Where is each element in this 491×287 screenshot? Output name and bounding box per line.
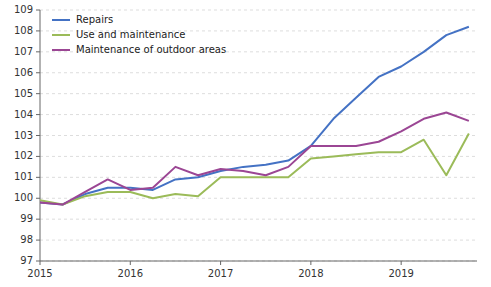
y-tick [36,240,40,241]
grid-line [40,261,477,262]
y-tick [36,219,40,220]
grid-line [40,219,477,220]
series-line [40,27,469,205]
x-tick-label: 2015 [27,268,52,279]
x-tick-label: 2018 [298,268,323,279]
grid-line [40,198,477,199]
legend-label: Use and maintenance [76,29,185,40]
series-line [40,133,469,204]
grid-line [40,156,477,157]
x-tick-label: 2017 [208,268,233,279]
y-tick-label: 101 [14,171,33,182]
chart: 97 98 99 100 101 102 103 104 105 106 107 108 109 2015… [0,0,491,287]
legend: Repairs Use and maintenance Maintenance of… [52,14,226,55]
y-tick [36,177,40,178]
grid-line [40,114,477,115]
legend-swatch [52,49,70,51]
x-tick-label: 2019 [388,268,413,279]
y-tick [36,93,40,94]
y-tick-label: 104 [14,109,33,120]
legend-swatch [52,34,70,36]
grid-line [40,10,477,11]
series-line [40,112,469,204]
legend-label: Maintenance of outdoor areas [76,44,226,55]
x-tick [130,261,131,265]
x-axis-line [40,261,477,262]
y-axis-line [40,10,41,261]
y-tick [36,156,40,157]
y-tick [36,198,40,199]
x-tick [310,261,311,265]
x-tick [401,261,402,265]
y-tick [36,114,40,115]
y-tick-label: 109 [14,4,33,15]
grid [40,10,477,261]
y-tick-label: 97 [20,255,33,266]
y-tick-label: 106 [14,67,33,78]
grid-line [40,135,477,136]
y-tick-label: 105 [14,88,33,99]
y-tick-label: 99 [20,213,33,224]
grid-line [40,72,477,73]
y-tick [36,10,40,11]
lines [40,27,469,205]
y-tick [36,72,40,73]
legend-label: Repairs [76,14,113,25]
y-tick [36,135,40,136]
y-tick-label: 100 [14,192,33,203]
axes: 97 98 99 100 101 102 103 104 105 106 107 108 109 2015… [14,4,477,279]
y-tick [36,30,40,31]
y-tick [36,51,40,52]
y-tick-label: 102 [14,150,33,161]
x-tick-label: 2016 [118,268,143,279]
y-tick-label: 108 [14,25,33,36]
x-tick [40,261,41,265]
y-tick-label: 103 [14,130,33,141]
grid-line [40,93,477,94]
chart-container: 97 98 99 100 101 102 103 104 105 106 107 108 109 2015… [0,0,491,287]
y-tick [36,261,40,262]
legend-swatch [52,19,70,21]
x-tick [220,261,221,265]
grid-line [40,240,477,241]
y-tick-label: 107 [14,46,33,57]
y-tick-label: 98 [20,234,33,245]
